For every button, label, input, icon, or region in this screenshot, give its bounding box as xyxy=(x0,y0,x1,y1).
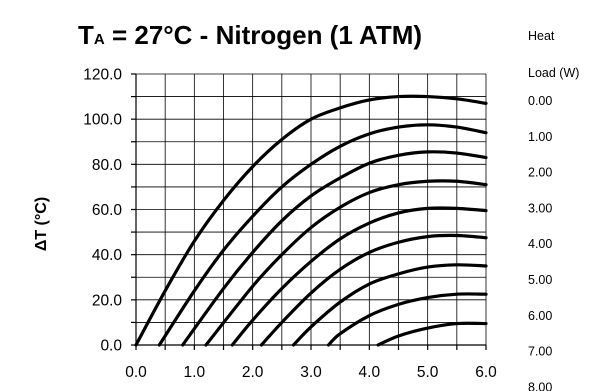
legend-entry: 5.00 xyxy=(528,273,552,287)
legend-entry: 7.00 xyxy=(528,345,552,359)
x-tick-label: 6.0 xyxy=(475,364,497,381)
y-tick-labels: 0.0 20.0 40.0 60.0 80.0 100.0 120.0 xyxy=(83,67,122,355)
legend-entry: 1.00 xyxy=(528,130,552,144)
y-tick-label: 120.0 xyxy=(83,67,122,84)
chart-title-suffix: = 27°C - Nitrogen (1 ATM) xyxy=(105,20,422,50)
legend: Heat Load (W) 0.00 1.00 2.00 3.00 4.00 5.00 6.… xyxy=(528,29,579,391)
series-curve-4 xyxy=(230,206,488,347)
series-curve-0 xyxy=(134,94,488,347)
series-curve-5 xyxy=(259,233,488,347)
series-curve-8 xyxy=(376,321,488,347)
y-tick-label: 0.0 xyxy=(100,338,122,355)
legend-entry: 8.00 xyxy=(528,380,552,391)
axes xyxy=(131,73,487,350)
legend-entry: 6.00 xyxy=(528,309,552,323)
series-curve-6 xyxy=(291,263,488,347)
x-tick-label: 2.0 xyxy=(242,364,264,381)
x-tick-labels: 0.0 1.0 2.0 3.0 4.0 5.0 6.0 xyxy=(125,364,497,381)
x-tick-label: 3.0 xyxy=(300,364,322,381)
legend-entry: 3.00 xyxy=(528,201,552,215)
legend-entry: 2.00 xyxy=(528,166,552,180)
y-tick-label: 80.0 xyxy=(92,157,123,174)
series-curve-2 xyxy=(181,150,488,347)
series-curves xyxy=(134,94,488,347)
x-tick-label: 1.0 xyxy=(184,364,206,381)
series-curve-1 xyxy=(157,123,488,347)
legend-entry: 0.00 xyxy=(528,94,552,108)
chart-title-subscript: A xyxy=(94,31,105,48)
legend-entry: 4.00 xyxy=(528,237,552,251)
series-curve-3 xyxy=(204,179,488,347)
chart-title: TA = 27°C - Nitrogen (1 ATM) xyxy=(78,20,422,50)
x-tick-label: 0.0 xyxy=(125,364,147,381)
x-tick-label: 5.0 xyxy=(417,364,439,381)
x-tick-label: 4.0 xyxy=(359,364,381,381)
y-axis-label: ΔT (°C) xyxy=(33,197,50,251)
y-tick-label: 40.0 xyxy=(92,247,123,264)
y-tick-label: 60.0 xyxy=(92,202,123,219)
legend-title-line2: Load (W) xyxy=(528,66,579,80)
legend-title-line1: Heat xyxy=(528,29,555,43)
series-curve-7 xyxy=(326,292,488,347)
y-tick-label: 100.0 xyxy=(83,112,122,129)
chart-title-prefix: T xyxy=(78,20,94,50)
y-tick-label: 20.0 xyxy=(92,292,123,309)
